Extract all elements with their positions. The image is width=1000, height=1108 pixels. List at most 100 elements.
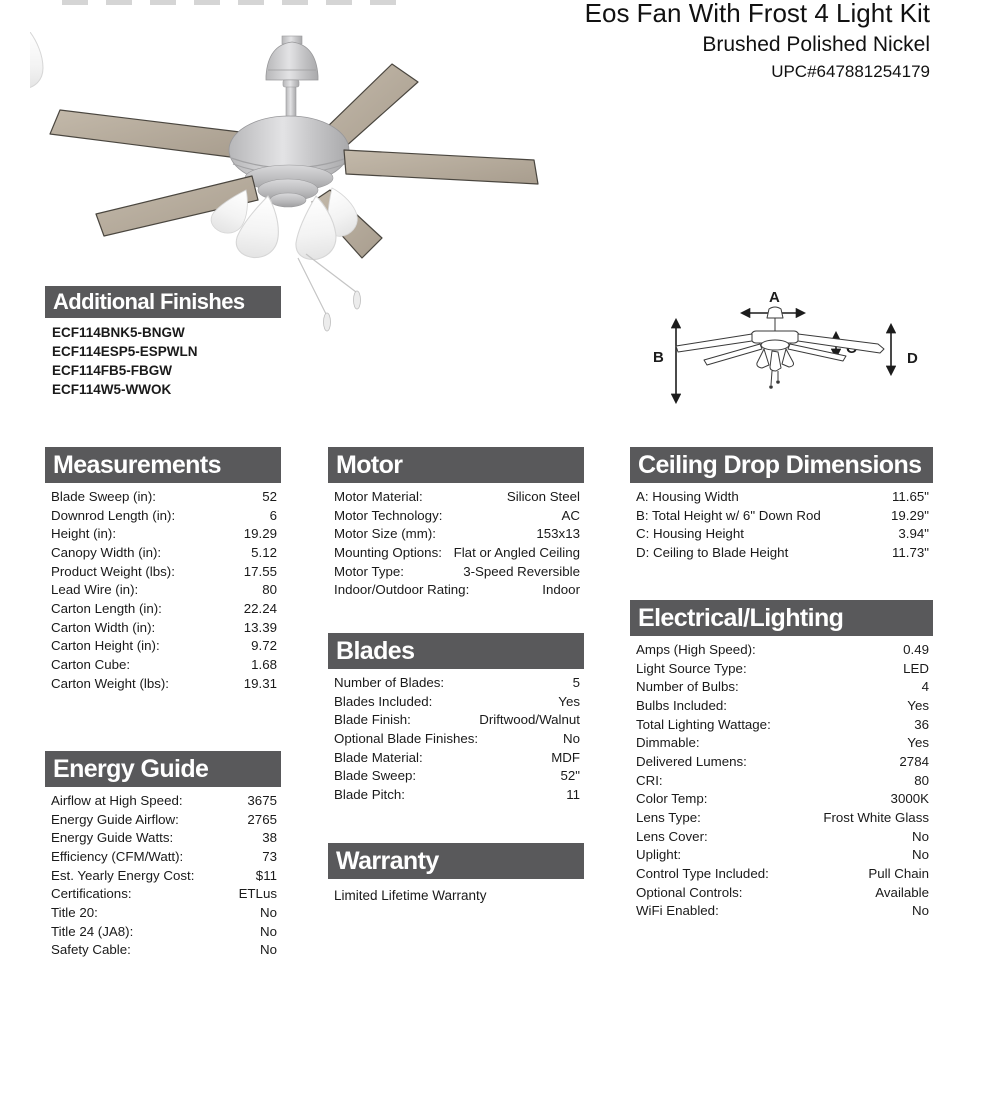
spec-row: Blade Sweep: 52" xyxy=(334,768,580,787)
spec-label: Product Weight (lbs): xyxy=(51,563,175,579)
spec-value: LED xyxy=(903,660,929,676)
spec-label: Motor Technology: xyxy=(334,507,443,523)
spec-label: C: Housing Height xyxy=(636,526,744,542)
cropped-logo-remnant xyxy=(62,0,412,5)
spec-label: Blade Pitch: xyxy=(334,786,405,802)
spec-label: Blades Included: xyxy=(334,693,433,709)
spec-row: Motor Material: Silicon Steel xyxy=(334,489,580,508)
spec-label: Carton Length (in): xyxy=(51,600,162,616)
fan-canopy xyxy=(265,35,319,147)
spec-value: 4 xyxy=(921,679,929,695)
spec-row: WiFi Enabled: No xyxy=(636,903,929,922)
spec-label: Carton Width (in): xyxy=(51,619,156,635)
product-upc: UPC#647881254179 xyxy=(771,61,930,81)
section-header-motor: Motor xyxy=(328,447,584,483)
section-energy-guide: Energy Guide Airflow at High Speed: 3675 E… xyxy=(45,751,281,961)
spec-row: Est. Yearly Energy Cost: $11 xyxy=(51,868,277,887)
section-header-ceiling-drop-dimensions: Ceiling Drop Dimensions xyxy=(630,447,933,483)
spec-row: Indoor/Outdoor Rating: Indoor xyxy=(334,582,580,601)
spec-row: Carton Cube: 1.68 xyxy=(51,657,277,676)
spec-value: 3675 xyxy=(247,793,277,808)
spec-value: Yes xyxy=(907,697,929,713)
spec-value: AC xyxy=(561,507,580,523)
spec-value: Yes xyxy=(558,693,580,709)
diagram-label-d: D xyxy=(907,350,918,367)
spec-row: Motor Size (mm): 153x13 xyxy=(334,526,580,545)
spec-value: MDF xyxy=(551,749,580,765)
spec-value: 19.29 xyxy=(243,526,277,542)
spec-label: Indoor/Outdoor Rating: xyxy=(334,582,470,598)
spec-label: Safety Cable: xyxy=(51,942,131,958)
spec-label: Delivered Lumens: xyxy=(636,753,747,769)
section-motor: Motor Motor Material: Silicon Steel Motor … xyxy=(328,447,584,601)
spec-label: Number of Bulbs: xyxy=(636,679,739,695)
spec-label: Airflow at High Speed: xyxy=(51,793,183,808)
spec-value: 36 xyxy=(914,716,929,732)
spec-value: 11 xyxy=(566,786,580,802)
spec-value: 52" xyxy=(560,768,580,784)
warranty-text: Limited Lifetime Warranty xyxy=(334,888,487,903)
dimensions-diagram-drawing: A B C D xyxy=(653,289,918,405)
spec-value: 11.73" xyxy=(891,544,929,560)
spec-label: Total Lighting Wattage: xyxy=(636,716,771,732)
finish-list: ECF114BNK5-BNGW ECF114ESP5-ESPWLN ECF114FB… xyxy=(45,323,281,399)
section-electrical-lighting: Electrical/Lighting Amps (High Speed): 0.… xyxy=(630,600,933,922)
spec-label: Title 20: xyxy=(51,904,98,920)
spec-label: Blade Material: xyxy=(334,749,423,765)
spec-row: Motor Technology: AC xyxy=(334,508,580,527)
spec-value: 2784 xyxy=(899,753,929,769)
section-blades: Blades Number of Blades: 5 Blades Included… xyxy=(328,633,584,806)
spec-label: Est. Yearly Energy Cost: xyxy=(51,867,195,883)
spec-value: 153x13 xyxy=(536,526,580,542)
spec-label: Energy Guide Airflow: xyxy=(51,811,179,827)
spec-value: 38 xyxy=(262,830,277,846)
section-warranty: Warranty Limited Lifetime Warranty xyxy=(328,843,584,903)
spec-label: Motor Size (mm): xyxy=(334,526,436,542)
spec-row: Carton Weight (lbs): 19.31 xyxy=(51,676,277,695)
spec-label: Motor Material: xyxy=(334,489,423,504)
product-title: Eos Fan With Frost 4 Light Kit xyxy=(584,0,930,28)
spec-value: Frost White Glass xyxy=(823,809,929,825)
spec-row: Mounting Options: Flat or Angled Ceiling xyxy=(334,545,580,564)
measurements-rows: Blade Sweep (in): 52 Downrod Length (in): 6… xyxy=(45,489,281,694)
spec-label: Uplight: xyxy=(636,847,682,863)
spec-label: Downrod Length (in): xyxy=(51,507,176,523)
spec-row: Carton Length (in): 22.24 xyxy=(51,601,277,620)
spec-value: 5.12 xyxy=(251,544,277,560)
spec-label: Light Source Type: xyxy=(636,660,747,676)
spec-value: 5 xyxy=(572,675,580,690)
spec-row: Optional Blade Finishes: No xyxy=(334,731,580,750)
fan-light-kit xyxy=(30,32,364,263)
spec-value: 3000K xyxy=(890,791,929,807)
spec-value: Yes xyxy=(907,735,929,751)
spec-value: 80 xyxy=(914,772,929,788)
spec-value: 19.29" xyxy=(891,507,929,523)
spec-label: Lens Cover: xyxy=(636,828,708,844)
section-additional-finishes: Additional Finishes ECF114BNK5-BNGW ECF11… xyxy=(45,286,281,399)
spec-label: Energy Guide Watts: xyxy=(51,830,174,846)
spec-label: Canopy Width (in): xyxy=(51,544,162,560)
spec-label: Blade Sweep (in): xyxy=(51,489,156,504)
spec-label: Color Temp: xyxy=(636,791,708,807)
spec-row: Energy Guide Airflow: 2765 xyxy=(51,812,277,831)
spec-row: Height (in): 19.29 xyxy=(51,526,277,545)
spec-value: 22.24 xyxy=(243,600,277,616)
spec-label: Height (in): xyxy=(51,526,117,542)
spec-value: 17.55 xyxy=(243,563,277,579)
section-header-energy-guide: Energy Guide xyxy=(45,751,281,787)
motor-rows: Motor Material: Silicon Steel Motor Techno… xyxy=(328,489,584,601)
spec-row: CRI: 80 xyxy=(636,773,929,792)
section-ceiling-drop-dimensions: Ceiling Drop Dimensions A: Housing Width… xyxy=(630,447,933,564)
spec-label: B: Total Height w/ 6" Down Rod xyxy=(636,507,821,523)
spec-value: No xyxy=(912,847,929,863)
spec-value: No xyxy=(912,903,929,919)
spec-label: Number of Blades: xyxy=(334,675,445,690)
fan-pull-chains xyxy=(297,253,361,332)
spec-label: Optional Controls: xyxy=(636,884,743,900)
spec-row: Energy Guide Watts: 38 xyxy=(51,830,277,849)
spec-row: A: Housing Width 11.65" xyxy=(636,489,929,508)
spec-row: Lead Wire (in): 80 xyxy=(51,582,277,601)
spec-row: Number of Bulbs: 4 xyxy=(636,679,929,698)
diagram-label-b: B xyxy=(653,349,664,366)
